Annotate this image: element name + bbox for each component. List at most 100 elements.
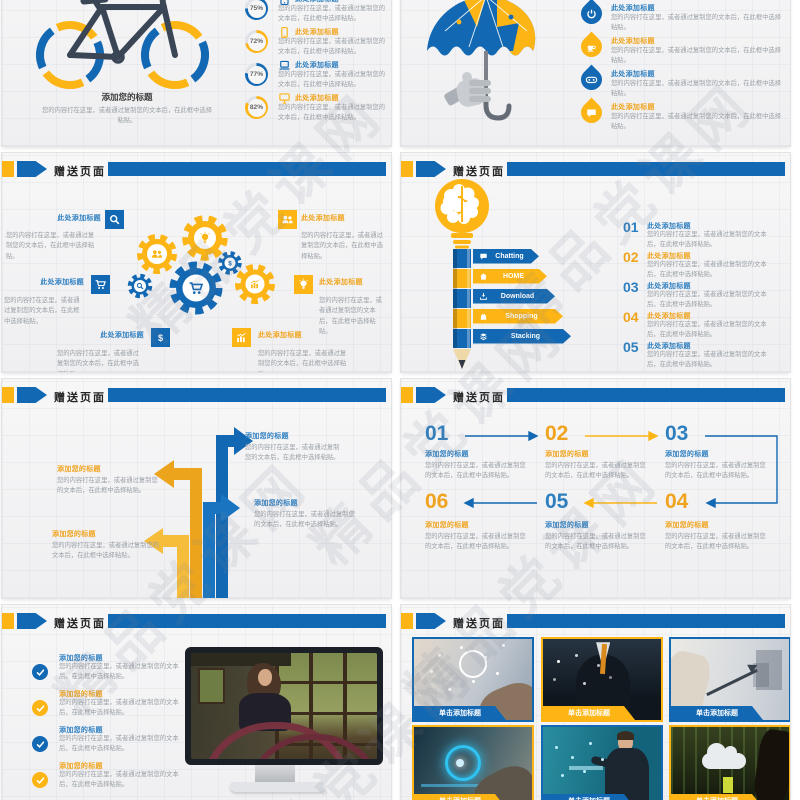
- arrow-blue-mid-right: [203, 494, 240, 598]
- cart-icon: [96, 281, 105, 289]
- bicycle-wheel-left: [36, 21, 104, 89]
- photo-man-pointing-icons: 单击添加标题: [541, 725, 663, 800]
- header-bar: [108, 162, 386, 176]
- slide-header: 赠送页面: [401, 387, 790, 404]
- photo-growth-chart: 单击添加标题: [669, 637, 790, 722]
- step-number: 03: [665, 422, 689, 445]
- slide-umbrella[interactable]: 此处添加标题 您的内容打在这里，或者通过复制您的文本后，在此框中选择粘贴。 此处…: [401, 0, 790, 146]
- stat-title: 此处添加标题: [295, 0, 339, 4]
- umbrella-handle: [483, 94, 512, 121]
- step-title: 添加您的标题: [545, 522, 589, 529]
- phone-icon: [282, 28, 287, 38]
- callout-body: 您的内容打在这里，或者通过复制您的文本后，在此框中选择粘贴。: [301, 232, 383, 260]
- header-arrow-icon: [416, 161, 446, 177]
- check-icon: [37, 742, 43, 747]
- banner-chatting: Chatting: [473, 249, 539, 264]
- item-title: 此处添加标题: [647, 343, 691, 350]
- callout-title: 此处添加标题: [57, 215, 101, 222]
- callout-title: 添加您的标题: [52, 531, 96, 538]
- slide-header: 赠送页面: [2, 387, 391, 404]
- gamepad-icon: [586, 77, 596, 82]
- step-number: 04: [665, 490, 689, 513]
- stat-body: 您的内容打在这里，或者通过复制您的文本后，在此框中选择粘贴。: [278, 5, 386, 23]
- download-icon: [481, 293, 487, 299]
- umbrella-item-3: 此处添加标题 您的内容打在这里，或者通过复制您的文本后，在此框中选择粘贴。: [576, 64, 781, 98]
- gear-cluster-graphic: [127, 215, 275, 315]
- section-title: 赠送页面: [54, 618, 106, 630]
- home-icon: [480, 273, 487, 279]
- slide-arrows[interactable]: 赠送页面: [2, 379, 391, 598]
- coffee-icon: [588, 45, 596, 51]
- section-title: 赠送页面: [453, 618, 505, 630]
- item-number: 03: [623, 279, 639, 295]
- section-title: 赠送页面: [453, 166, 505, 178]
- slide-bulb-pencil[interactable]: 赠送页面: [401, 153, 790, 372]
- photo-woman-in-bus: [191, 653, 377, 759]
- hand-graphic: [444, 72, 491, 107]
- slide-photo-grid[interactable]: 赠送页面 单击添加标题 单击添加标题: [401, 605, 790, 800]
- photo-caption: 单击添加标题: [671, 794, 764, 800]
- photo-businessman-social: 单击添加标题: [541, 637, 663, 722]
- umbrella-pole: [484, 51, 488, 101]
- gear-search: [127, 273, 153, 299]
- bicycle-wheel-right: [141, 21, 209, 89]
- photo-caption: 单击添加标题: [543, 706, 636, 720]
- banner-label: Download: [500, 292, 535, 300]
- item-title: 此处添加标题: [611, 38, 655, 45]
- callout-body: 您的内容打在这里，或者通过复制您的文本后，在此框中选择粘贴。: [319, 297, 382, 336]
- item-body: 您的内容打在这里，或者通过复制您的文本后，在此框中选择粘贴。: [611, 14, 782, 32]
- item-title: 添加您的标题: [59, 691, 103, 698]
- pencil-body: [453, 249, 471, 348]
- header-bar: [507, 162, 785, 176]
- item-number: 01: [623, 219, 639, 235]
- dollar-icon: [158, 333, 163, 343]
- numbered-item-02: 02 此处添加标题 您的内容打在这里，或者通过复制您的文本后，在此框中选择粘贴。: [623, 250, 779, 279]
- slide-monitor[interactable]: 赠送页面 添加您的标题 您的内容打在这里，或者通过复制您的文本后，在此框中选择粘…: [2, 605, 391, 800]
- callout-title: 此处添加标题: [301, 215, 345, 222]
- progress-ring-72: 72%: [245, 30, 268, 53]
- header-bar: [507, 388, 785, 402]
- step-02: 02 添加您的标题 您的内容打在这里，或者通过复制您的文本后，在此框中选择粘贴。: [545, 423, 657, 482]
- callout-title: 此处添加标题: [100, 332, 144, 339]
- chat-icon: [587, 109, 596, 117]
- check-icon: [37, 670, 43, 675]
- progress-ring-77: 77%: [245, 63, 268, 86]
- photo-caption: 单击添加标题: [414, 794, 507, 800]
- item-number: 04: [623, 309, 639, 325]
- stat-body: 您的内容打在这里，或者通过复制您的文本后，在此框中选择粘贴。: [278, 71, 386, 89]
- header-accent-square: [401, 613, 413, 629]
- slide-gears[interactable]: 赠送页面: [2, 153, 391, 372]
- banner-stacking: Stacking: [473, 329, 571, 344]
- bar-chart-icon: [237, 333, 246, 342]
- item-body: 您的内容打在这里，或者通过复制您的文本后，在此框中选择粘贴。: [611, 113, 782, 131]
- header-bar: [108, 614, 386, 628]
- check-item-4: 添加您的标题 您的内容打在这里，或者通过复制您的文本后，在此框中选择粘贴。: [32, 759, 182, 793]
- progress-ring-75: 75%: [245, 0, 268, 20]
- monitor-stand-neck: [255, 765, 295, 782]
- item-body: 您的内容打在这里，或者通过复制您的文本后，在此框中选择粘贴。: [59, 699, 179, 717]
- item-number: 05: [623, 339, 639, 355]
- photo-caption: 单击添加标题: [671, 706, 764, 720]
- umbrella-item-1: 此处添加标题 您的内容打在这里，或者通过复制您的文本后，在此框中选择粘贴。: [576, 0, 782, 32]
- monitor-stand-base: [230, 782, 325, 792]
- callout-body: 您的内容打在这里，或者通过复制您的文本后，在此框中选择粘贴。: [52, 542, 160, 560]
- banner-shopping: Shopping: [473, 309, 563, 324]
- banner-label: HOME: [503, 272, 524, 280]
- header-accent-square: [2, 387, 14, 403]
- stat-title: 此处添加标题: [295, 29, 339, 36]
- brain-bulb-pencil-graphic: [435, 179, 489, 369]
- photo-caption: 单击添加标题: [414, 706, 507, 720]
- banner-label: Stacking: [510, 332, 541, 340]
- callout-title: 此处添加标题: [40, 279, 84, 286]
- suit-silhouette: [605, 748, 650, 800]
- callout-body: 您的内容打在这里，或者通过复制您的文本后，在此框中选择粘贴。: [4, 297, 80, 325]
- slide-bicycle-stats[interactable]: 添加您的标题 您的内容打在这里，或者通过复制您的文本后，在此框中选择粘贴。 75…: [2, 0, 391, 146]
- banner-download: Download: [473, 289, 555, 304]
- header-accent-square: [2, 161, 14, 177]
- slide-numbered-steps[interactable]: 赠送页面 01 添加您的标题 您的内容打在这里，或者通过复制您的文本后，在此框中…: [401, 379, 790, 598]
- bus-window-left: [198, 667, 225, 704]
- step-number: 01: [425, 422, 449, 445]
- header-arrow-icon: [17, 387, 47, 403]
- check-item-2: 添加您的标题 您的内容打在这里，或者通过复制您的文本后，在此框中选择粘贴。: [32, 687, 182, 721]
- header-arrow-icon: [17, 613, 47, 629]
